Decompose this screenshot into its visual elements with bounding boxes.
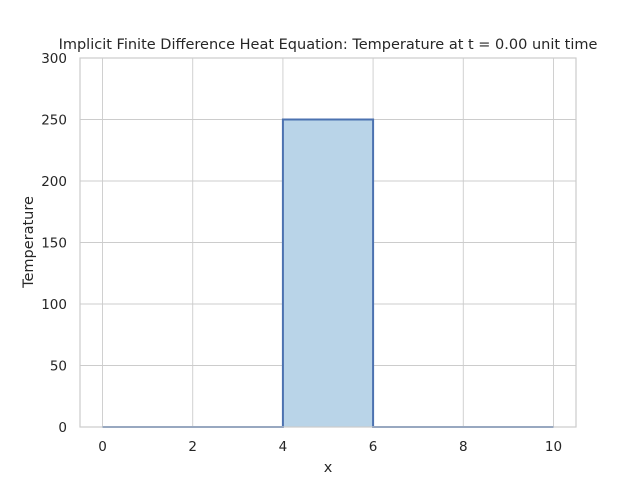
y-tick-label: 0	[58, 420, 67, 436]
y-tick-label: 200	[41, 174, 67, 190]
plot-frame	[79, 57, 577, 428]
y-tick-label: 150	[41, 236, 67, 252]
y-tick-label: 250	[41, 113, 67, 129]
y-tick-label: 300	[41, 51, 67, 67]
x-tick-label: 0	[98, 439, 107, 455]
series-layer	[102, 118, 554, 428]
x-axis-label: x	[324, 460, 333, 476]
chart-title: Implicit Finite Difference Heat Equation…	[59, 37, 598, 53]
x-tick-label: 6	[369, 439, 378, 455]
y-tick-label: 100	[41, 297, 67, 313]
x-tick-label: 10	[545, 439, 562, 455]
x-tick-label: 2	[188, 439, 197, 455]
x-tick-label: 8	[459, 439, 468, 455]
y-tick-label: 50	[50, 359, 67, 375]
x-tick-label: 4	[279, 439, 288, 455]
series-area	[102, 119, 554, 427]
y-axis-label: Temperature	[21, 196, 37, 289]
